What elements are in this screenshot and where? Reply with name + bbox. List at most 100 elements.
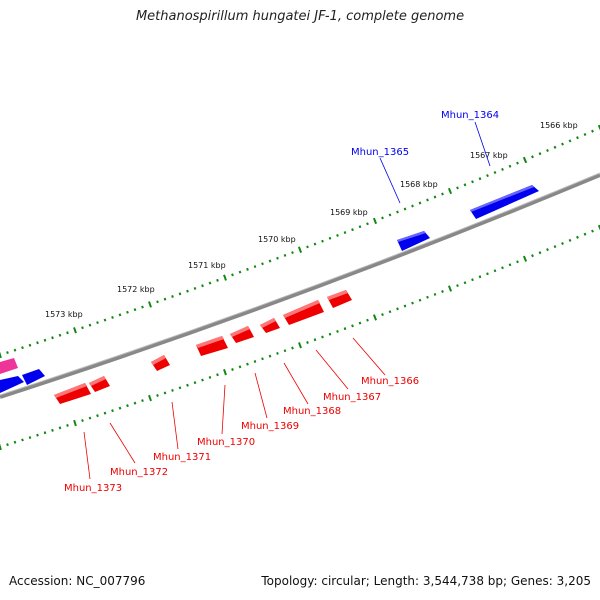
forward-gene-feature[interactable] (397, 231, 430, 251)
tick-mark (381, 216, 384, 220)
tick-mark (193, 381, 197, 385)
tick-mark (88, 323, 92, 327)
tick-mark (21, 346, 24, 350)
tick-mark (253, 265, 257, 269)
tick-mark (6, 443, 9, 447)
tick-mark (358, 225, 362, 229)
tick-mark (298, 342, 302, 349)
tick-mark (372, 217, 378, 225)
tick-mark (366, 318, 369, 322)
tick-mark (208, 375, 212, 379)
tick-mark (478, 177, 482, 181)
tick-mark (493, 170, 497, 175)
tick-mark (478, 275, 482, 279)
tick-mark (66, 331, 69, 335)
reverse-gene-feature[interactable] (260, 318, 280, 333)
tick-mark (81, 326, 84, 330)
tick-mark (291, 251, 294, 255)
tick-mark (178, 292, 182, 296)
reverse-gene-feature[interactable] (54, 383, 91, 404)
tick-mark (336, 233, 339, 237)
tick-mark (388, 310, 392, 314)
reverse-gene-feature[interactable] (283, 300, 324, 325)
tick-mark (156, 300, 159, 304)
gene-label[interactable]: Mhun_1369 (241, 421, 299, 432)
tick-mark (283, 253, 287, 257)
reverse-gene-feature[interactable] (196, 336, 228, 356)
tick-mark (6, 351, 9, 355)
gene-label[interactable]: Mhun_1373 (64, 483, 122, 494)
tick-mark (591, 229, 594, 233)
genome-backbone (0, 173, 600, 399)
gene-label[interactable]: Mhun_1365 (351, 147, 409, 158)
tick-mark (471, 278, 474, 282)
reverse-gene-feature[interactable] (230, 326, 254, 343)
tick-mark (501, 167, 504, 171)
tick-mark (486, 174, 489, 178)
tick-mark (306, 341, 309, 344)
kbp-label: 1573 kbp (45, 310, 83, 319)
tick-mark (103, 318, 107, 322)
tick-mark (411, 301, 414, 305)
tick-mark (456, 186, 459, 190)
tick-mark (13, 348, 17, 352)
tick-mark (372, 314, 378, 321)
tick-mark (538, 251, 542, 255)
tick-mark (328, 332, 332, 336)
reverse-gene-feature[interactable] (151, 355, 170, 371)
tick-mark (13, 440, 17, 444)
tick-mark (591, 129, 594, 133)
tick-mark (561, 142, 564, 146)
tick-mark (81, 419, 84, 423)
tick-mark (441, 290, 444, 293)
tick-mark (328, 236, 332, 240)
tick-mark (238, 270, 242, 274)
tick-mark (73, 327, 77, 334)
gene-label[interactable]: Mhun_1370 (197, 437, 255, 448)
forward-gene-feature[interactable] (470, 185, 539, 219)
tick-mark (396, 307, 399, 311)
tick-mark (118, 313, 122, 317)
tick-mark (336, 329, 339, 333)
tick-mark (276, 256, 279, 260)
gene-label[interactable]: Mhun_1372 (110, 467, 168, 478)
tick-mark (163, 297, 167, 301)
tick-mark (231, 273, 234, 277)
tick-mark (516, 161, 519, 165)
tick-mark (351, 324, 354, 328)
gene-label[interactable]: Mhun_1364 (441, 110, 499, 121)
tick-mark (297, 246, 303, 253)
gene-label[interactable]: Mhun_1367 (323, 392, 381, 403)
tick-mark (73, 419, 77, 427)
tick-mark (28, 343, 32, 347)
reverse-gene-feature[interactable] (89, 376, 110, 392)
tick-mark (321, 239, 324, 243)
forward-gene-feature[interactable] (22, 369, 45, 385)
tick-mark (433, 292, 437, 296)
tick-mark (508, 164, 512, 168)
forward-gene-feature[interactable] (0, 376, 24, 393)
other-feature[interactable] (0, 358, 18, 374)
reverse-gene-feature[interactable] (327, 290, 352, 308)
tick-mark (156, 394, 159, 397)
kbp-label: 1571 kbp (188, 261, 226, 270)
tick-mark (118, 406, 122, 410)
tick-mark (508, 263, 512, 267)
tick-mark (418, 201, 422, 205)
tick-mark (171, 295, 174, 298)
tick-mark (148, 301, 152, 308)
outer-tick-track (0, 124, 600, 359)
tick-mark (276, 351, 279, 355)
gene-label[interactable]: Mhun_1368 (283, 406, 341, 417)
tick-mark (561, 241, 564, 246)
tick-mark (246, 362, 249, 366)
tick-mark (553, 145, 557, 149)
tick-mark (208, 281, 212, 285)
tick-mark (522, 156, 528, 164)
tick-mark (96, 321, 99, 325)
gene-label[interactable]: Mhun_1371 (153, 452, 211, 463)
gene-label[interactable]: Mhun_1366 (361, 376, 419, 387)
tick-mark (21, 438, 24, 442)
tick-mark (268, 354, 272, 358)
